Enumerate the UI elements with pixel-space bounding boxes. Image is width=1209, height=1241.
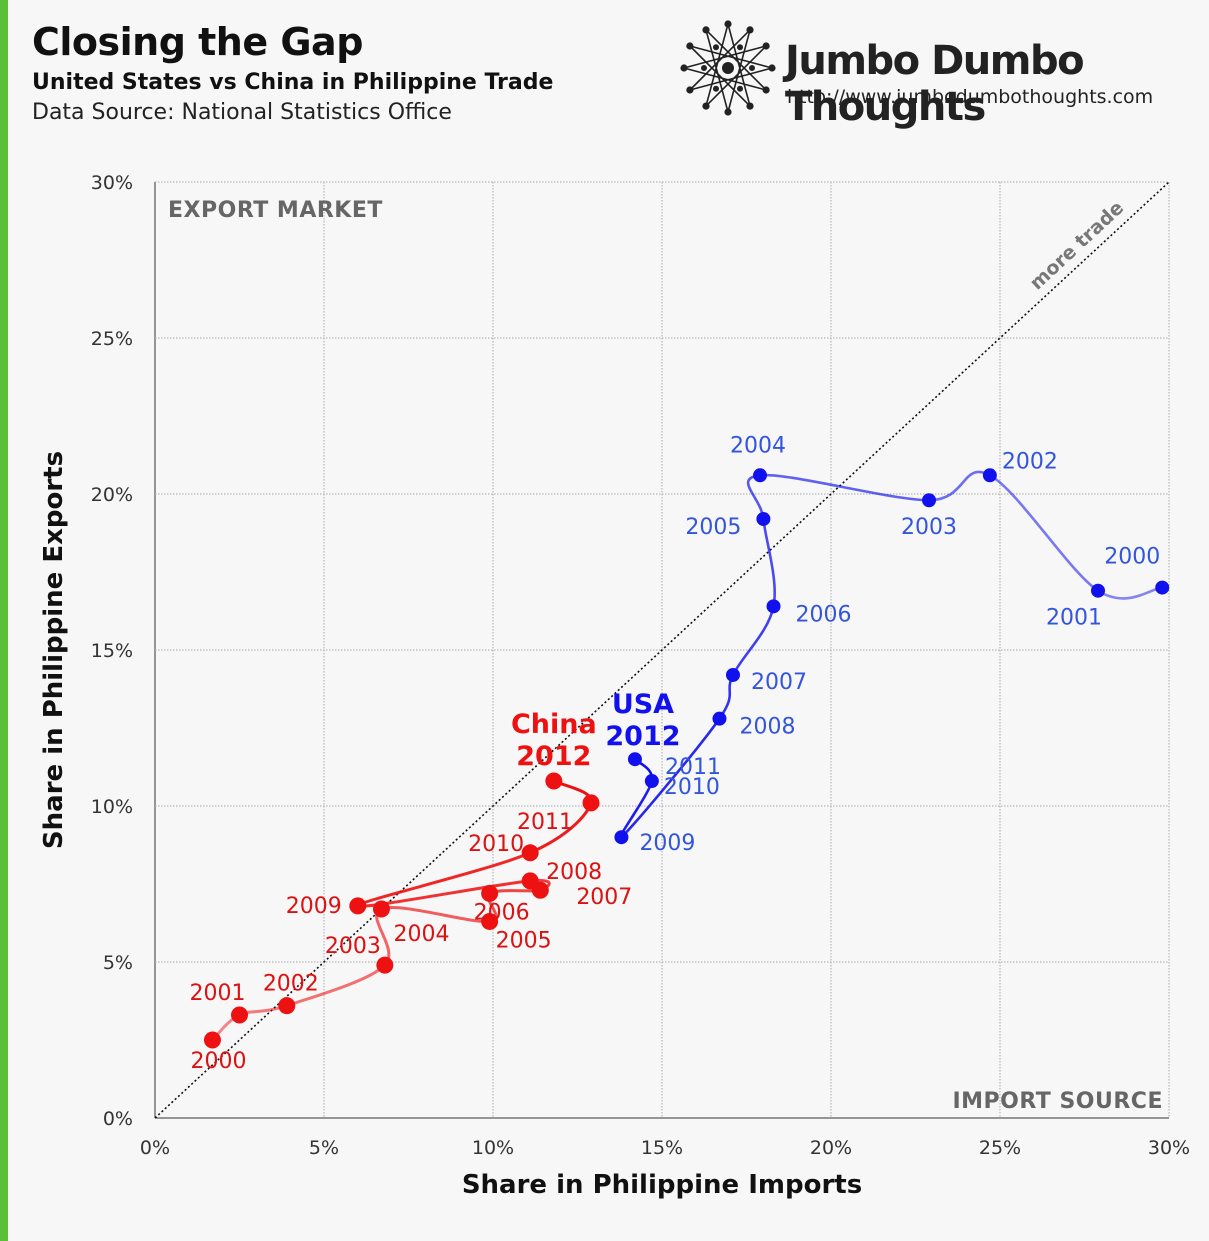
- china-year-label-2008: 2008: [546, 860, 602, 885]
- usa-year-label-2005: 2005: [685, 515, 741, 540]
- usa-trend-segment: [731, 606, 775, 676]
- usa-point-2009: [614, 830, 629, 845]
- china-year-label-2010: 2010: [468, 832, 524, 857]
- usa-trend-segment: [1097, 586, 1163, 600]
- china-point-2008: [521, 872, 539, 890]
- usa-point-2000: [1155, 580, 1170, 595]
- usa-point-2010: [644, 774, 659, 789]
- china-series-label: China: [511, 709, 597, 740]
- x-tick-label: 10%: [472, 1137, 514, 1159]
- china-year-label-2003: 2003: [325, 934, 381, 959]
- y-tick-label: 0%: [103, 1108, 133, 1130]
- y-axis-label: Share in Philippine Exports: [39, 451, 69, 849]
- y-tick-label: 5%: [103, 952, 133, 974]
- usa-trend-segment: [929, 470, 991, 502]
- brand-url: http://www.jumbodumbothoughts.com: [787, 86, 1154, 108]
- usa-point-2005: [756, 511, 771, 526]
- x-tick-label: 20%: [810, 1137, 852, 1159]
- china-year-label-2006: 2006: [474, 900, 530, 925]
- usa-point-2002: [982, 468, 997, 483]
- china-point-2005: [481, 912, 499, 930]
- china-point-2012: [545, 772, 563, 790]
- china-point-2000: [203, 1031, 221, 1049]
- usa-point-2003: [922, 493, 937, 508]
- usa-point-2006: [766, 599, 781, 614]
- usa-point-2004: [753, 468, 768, 483]
- china-final-year-label: 2012: [516, 741, 591, 772]
- china-trend-segment: [356, 851, 531, 908]
- usa-point-2011: [627, 752, 642, 767]
- china-year-label-2005: 2005: [496, 928, 552, 953]
- usa-year-label-2000: 2000: [1104, 545, 1160, 570]
- usa-year-label-2003: 2003: [901, 515, 957, 540]
- china-point-2001: [231, 1006, 248, 1024]
- china-point-2009: [349, 897, 367, 915]
- y-tick-label: 20%: [91, 484, 133, 506]
- usa-trend-segment: [989, 474, 1099, 592]
- x-tick-label: 30%: [1148, 1137, 1190, 1159]
- usa-year-label-2010: 2010: [664, 775, 720, 800]
- y-tick-label: 25%: [91, 328, 133, 350]
- usa-point-2001: [1091, 583, 1106, 598]
- x-tick-label: 25%: [979, 1137, 1021, 1159]
- diagonal-label: more trade: [1026, 197, 1128, 295]
- china-point-2004: [372, 900, 390, 918]
- china-year-label-2009: 2009: [286, 894, 342, 919]
- china-year-label-2011: 2011: [517, 810, 573, 835]
- usa-year-label-2004: 2004: [730, 433, 786, 458]
- usa-point-2007: [725, 667, 740, 682]
- usa-year-label-2009: 2009: [639, 831, 695, 856]
- usa-year-label-2011: 2011: [665, 755, 721, 780]
- china-year-label-2007: 2007: [576, 885, 632, 910]
- page-title: Closing the Gap: [32, 20, 363, 64]
- y-tick-label: 15%: [91, 640, 133, 662]
- diagonal-line: [154, 181, 1170, 1119]
- usa-series-label: USA: [612, 689, 674, 720]
- china-point-2002: [278, 997, 296, 1015]
- x-tick-label: 5%: [309, 1137, 339, 1159]
- usa-year-label-2008: 2008: [739, 715, 795, 740]
- china-point-2006: [481, 884, 499, 902]
- china-year-label-2001: 2001: [190, 981, 246, 1006]
- y-tick-label: 10%: [91, 796, 133, 818]
- china-point-2003: [376, 956, 394, 974]
- x-tick-label: 15%: [641, 1137, 683, 1159]
- accent-bar: [0, 0, 8, 1241]
- usa-trend-segment: [759, 473, 930, 502]
- usa-year-label-2007: 2007: [751, 670, 807, 695]
- china-year-label-2002: 2002: [263, 972, 319, 997]
- china-year-label-2000: 2000: [190, 1049, 246, 1074]
- china-year-label-2004: 2004: [393, 922, 449, 947]
- china-point-2010: [521, 844, 539, 862]
- y-tick-label: 30%: [91, 172, 133, 194]
- usa-point-2008: [712, 711, 727, 726]
- brand-name: Jumbo Dumbo Thoughts: [785, 38, 1085, 130]
- page-subtitle: United States vs China in Philippine Tra…: [32, 70, 554, 95]
- x-axis-label: Share in Philippine Imports: [462, 1170, 862, 1200]
- corner-label-import-source: IMPORT SOURCE: [952, 1089, 1163, 1114]
- corner-label-export-market: EXPORT MARKET: [168, 198, 383, 223]
- usa-trend-segment: [762, 518, 776, 607]
- china-point-2011: [582, 794, 600, 812]
- usa-final-year-label: 2012: [605, 721, 680, 752]
- usa-year-label-2006: 2006: [796, 602, 852, 627]
- star-polygon-logo-icon: [680, 20, 776, 116]
- usa-year-label-2002: 2002: [1002, 449, 1058, 474]
- data-source: Data Source: National Statistics Office: [32, 100, 452, 125]
- usa-trend-segment: [620, 717, 721, 839]
- usa-year-label-2001: 2001: [1046, 606, 1102, 631]
- x-tick-label: 0%: [140, 1137, 170, 1159]
